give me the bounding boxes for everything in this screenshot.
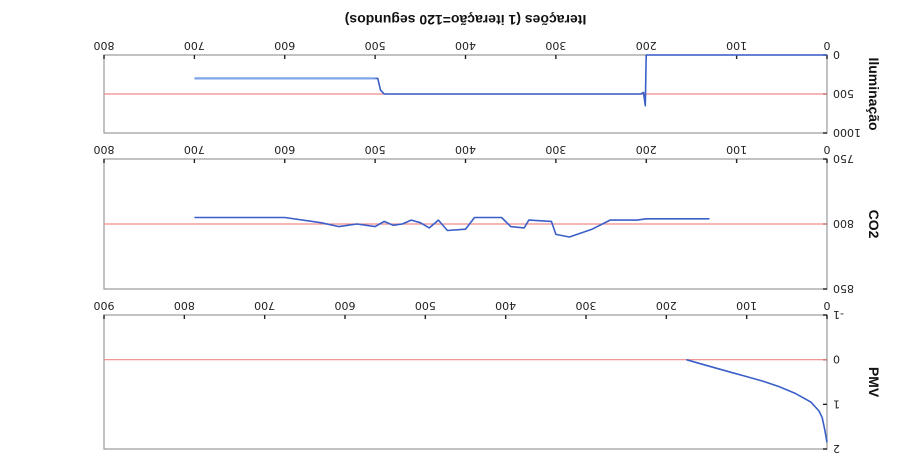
y-tick-label: 1 xyxy=(833,397,840,410)
y-tick-label: -1 xyxy=(833,308,844,321)
x-tick-label: 100 xyxy=(726,39,747,52)
x-tick-label: 0 xyxy=(824,39,831,52)
x-tick-label: 600 xyxy=(274,39,295,52)
x-tick-label: 800 xyxy=(94,39,115,52)
x-tick-label: 100 xyxy=(726,143,747,156)
x-tick-label: 500 xyxy=(365,143,386,156)
series-line xyxy=(194,216,710,238)
y-tick-label: 800 xyxy=(833,217,854,230)
plot-frame xyxy=(103,314,828,450)
x-tick-label: 200 xyxy=(636,39,657,52)
series-line xyxy=(686,358,828,443)
x-tick-label: 0 xyxy=(824,143,831,156)
x-tick-label: 600 xyxy=(335,299,356,312)
y-tick-label: 500 xyxy=(833,87,854,100)
x-tick-label: 700 xyxy=(184,39,205,52)
x-tick-label: 200 xyxy=(656,299,677,312)
x-tick-label: 200 xyxy=(636,143,657,156)
y-axis-label: PMV xyxy=(866,367,882,398)
y-tick-label: 1000 xyxy=(833,126,861,139)
x-tick-label: 300 xyxy=(576,299,597,312)
panel-ilumina-o: 0 100 200 300 400 500 600 700 800 0 500 1000 Ilumina… xyxy=(94,12,883,139)
x-tick-label: 900 xyxy=(94,299,115,312)
y-tick-label: 2 xyxy=(833,442,840,455)
y-axis-label: CO2 xyxy=(866,210,882,239)
x-tick-label: 500 xyxy=(365,39,386,52)
x-tick-label: 300 xyxy=(545,143,566,156)
x-axis-label: Iterações (1 iteração=120 segundos) xyxy=(345,12,587,28)
x-tick-label: 400 xyxy=(455,39,476,52)
y-tick-label: 750 xyxy=(833,152,854,165)
x-tick-label: 500 xyxy=(415,299,436,312)
x-tick-label: 400 xyxy=(455,143,476,156)
x-tick-label: 700 xyxy=(184,143,205,156)
x-tick-label: 400 xyxy=(495,299,516,312)
x-tick-label: 300 xyxy=(545,39,566,52)
x-tick-label: 800 xyxy=(94,143,115,156)
series-line xyxy=(375,54,827,107)
x-tick-label: 600 xyxy=(274,143,295,156)
panel-co2: 0 100 200 300 400 500 600 700 800 750 800 850 CO2 xyxy=(94,143,883,295)
y-tick-label: 850 xyxy=(833,282,854,295)
y-axis-label: Iluminação xyxy=(866,57,882,130)
y-tick-label: 0 xyxy=(833,48,840,61)
y-tick-label: 0 xyxy=(833,353,840,366)
x-tick-label: 800 xyxy=(174,299,195,312)
x-tick-label: 0 xyxy=(824,299,831,312)
x-tick-label: 100 xyxy=(736,299,757,312)
x-tick-label: 700 xyxy=(254,299,275,312)
